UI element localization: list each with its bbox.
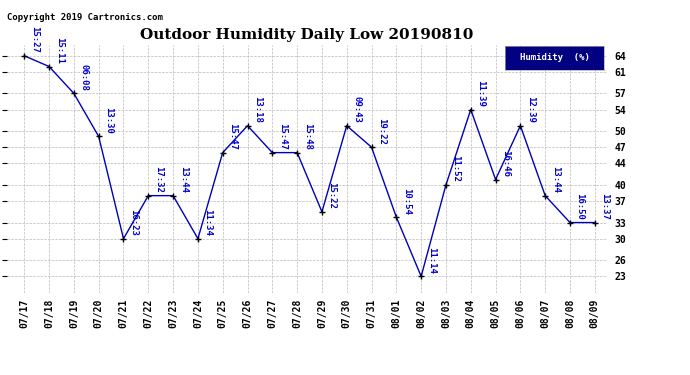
Text: 13:30: 13:30 <box>104 107 113 134</box>
Text: 15:22: 15:22 <box>328 182 337 209</box>
Text: 19:22: 19:22 <box>377 118 386 144</box>
Text: 17:32: 17:32 <box>154 166 163 193</box>
Text: 06:08: 06:08 <box>79 64 88 91</box>
Text: 13:37: 13:37 <box>600 193 609 220</box>
Text: Copyright 2019 Cartronics.com: Copyright 2019 Cartronics.com <box>7 13 163 22</box>
Text: 15:48: 15:48 <box>303 123 312 150</box>
Text: 13:44: 13:44 <box>179 166 188 193</box>
Text: 15:11: 15:11 <box>55 37 63 64</box>
Text: 11:39: 11:39 <box>476 80 485 107</box>
Title: Outdoor Humidity Daily Low 20190810: Outdoor Humidity Daily Low 20190810 <box>140 28 474 42</box>
Text: 16:50: 16:50 <box>575 193 584 220</box>
Text: 10:54: 10:54 <box>402 188 411 214</box>
Text: 15:27: 15:27 <box>30 26 39 53</box>
Text: 13:44: 13:44 <box>551 166 560 193</box>
Text: 15:47: 15:47 <box>278 123 287 150</box>
Text: 11:34: 11:34 <box>204 209 213 236</box>
Text: 13:18: 13:18 <box>253 96 262 123</box>
Text: 09:43: 09:43 <box>353 96 362 123</box>
Text: 11:14: 11:14 <box>426 247 435 274</box>
Text: 16:23: 16:23 <box>129 209 138 236</box>
Text: 16:46: 16:46 <box>501 150 510 177</box>
Text: 12:39: 12:39 <box>526 96 535 123</box>
Text: 15:47: 15:47 <box>228 123 237 150</box>
Text: 11:52: 11:52 <box>451 155 460 182</box>
